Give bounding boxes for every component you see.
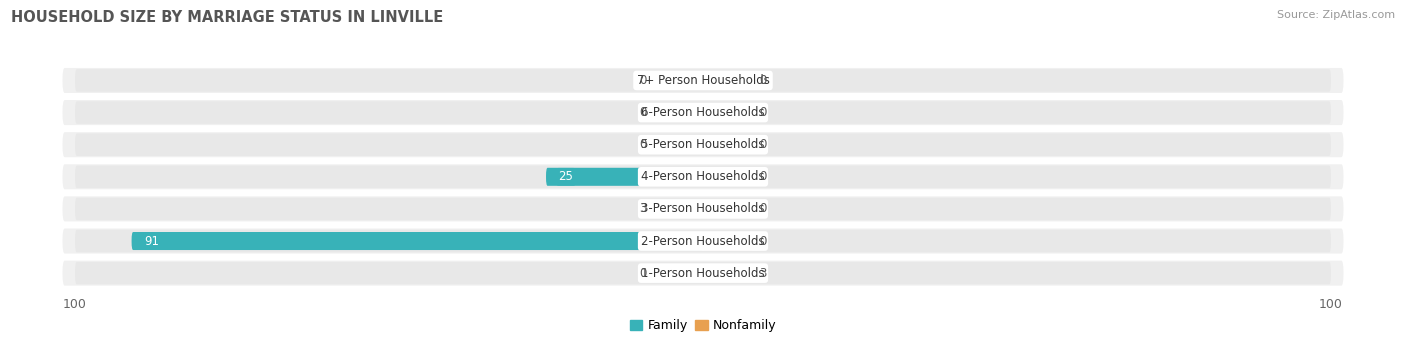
Text: 91: 91 <box>145 235 159 248</box>
FancyBboxPatch shape <box>703 104 754 122</box>
FancyBboxPatch shape <box>652 104 703 122</box>
Text: 3: 3 <box>640 202 647 216</box>
FancyBboxPatch shape <box>62 100 1344 125</box>
Text: 0: 0 <box>759 138 766 151</box>
Text: 1-Person Households: 1-Person Households <box>641 267 765 279</box>
Text: 5-Person Households: 5-Person Households <box>641 138 765 151</box>
Text: 4-Person Households: 4-Person Households <box>641 170 765 183</box>
FancyBboxPatch shape <box>62 260 1344 286</box>
Text: 0: 0 <box>759 170 766 183</box>
FancyBboxPatch shape <box>652 136 703 154</box>
FancyBboxPatch shape <box>75 198 1331 220</box>
FancyBboxPatch shape <box>62 197 1344 221</box>
Text: 0: 0 <box>640 106 647 119</box>
FancyBboxPatch shape <box>546 168 703 186</box>
FancyBboxPatch shape <box>62 132 1344 157</box>
Text: 3: 3 <box>759 267 766 279</box>
Text: 6-Person Households: 6-Person Households <box>641 106 765 119</box>
Text: 0: 0 <box>640 138 647 151</box>
FancyBboxPatch shape <box>703 71 754 89</box>
Text: 0: 0 <box>759 235 766 248</box>
FancyBboxPatch shape <box>62 164 1344 189</box>
Text: 0: 0 <box>759 74 766 87</box>
FancyBboxPatch shape <box>703 264 754 282</box>
Text: 0: 0 <box>640 74 647 87</box>
FancyBboxPatch shape <box>703 232 754 250</box>
Text: 3-Person Households: 3-Person Households <box>641 202 765 216</box>
Text: 0: 0 <box>640 267 647 279</box>
Text: Source: ZipAtlas.com: Source: ZipAtlas.com <box>1277 10 1395 20</box>
FancyBboxPatch shape <box>75 133 1331 156</box>
FancyBboxPatch shape <box>703 168 754 186</box>
Text: 2-Person Households: 2-Person Households <box>641 235 765 248</box>
FancyBboxPatch shape <box>703 136 754 154</box>
Text: 0: 0 <box>759 202 766 216</box>
FancyBboxPatch shape <box>75 166 1331 188</box>
FancyBboxPatch shape <box>62 228 1344 254</box>
FancyBboxPatch shape <box>132 232 703 250</box>
FancyBboxPatch shape <box>75 262 1331 284</box>
FancyBboxPatch shape <box>652 264 703 282</box>
Text: 25: 25 <box>558 170 574 183</box>
Text: 7+ Person Households: 7+ Person Households <box>637 74 769 87</box>
Text: HOUSEHOLD SIZE BY MARRIAGE STATUS IN LINVILLE: HOUSEHOLD SIZE BY MARRIAGE STATUS IN LIN… <box>11 10 443 25</box>
FancyBboxPatch shape <box>75 230 1331 252</box>
FancyBboxPatch shape <box>75 69 1331 92</box>
Text: 0: 0 <box>759 106 766 119</box>
FancyBboxPatch shape <box>703 200 754 218</box>
FancyBboxPatch shape <box>652 71 703 89</box>
Legend: Family, Nonfamily: Family, Nonfamily <box>624 314 782 337</box>
FancyBboxPatch shape <box>75 101 1331 124</box>
FancyBboxPatch shape <box>62 68 1344 93</box>
FancyBboxPatch shape <box>652 200 703 218</box>
